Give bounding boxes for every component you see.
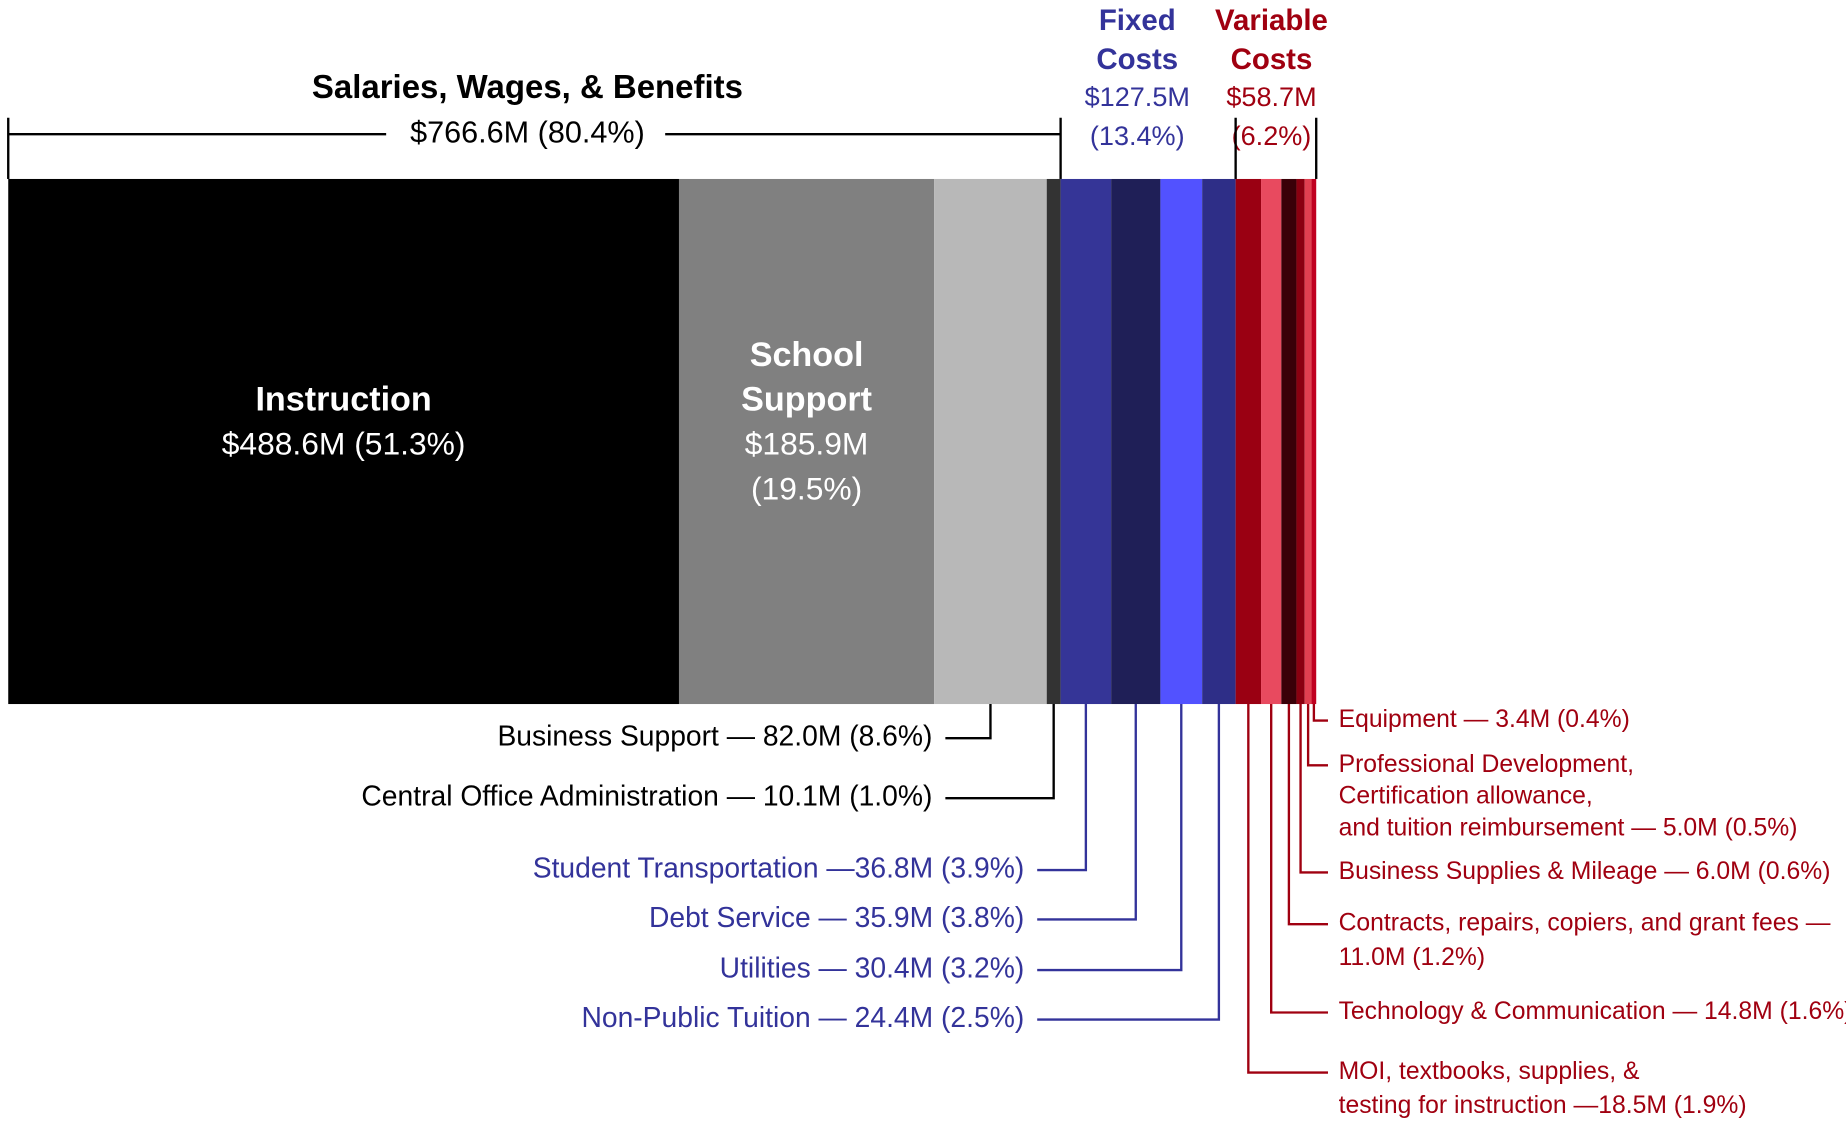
group-label: $766.6M (80.4%) xyxy=(410,115,645,149)
callout-line xyxy=(945,704,992,740)
group-title: Costs xyxy=(1231,43,1313,76)
group-title: Salaries, Wages, & Benefits xyxy=(312,68,743,105)
callout-line xyxy=(1312,704,1328,722)
bar-segment xyxy=(1281,178,1297,705)
bar-segment xyxy=(1261,178,1282,705)
segment-name: School xyxy=(750,336,864,374)
group-label: $58.7M xyxy=(1226,81,1316,112)
bar-segment xyxy=(8,178,679,705)
segment-name: Support xyxy=(741,380,872,418)
callout-label: and tuition reimbursement — 5.0M (0.5%) xyxy=(1339,814,1798,841)
callout-line xyxy=(1037,704,1221,1021)
callout-label: Equipment — 3.4M (0.4%) xyxy=(1339,706,1630,733)
segment-label: $185.9M xyxy=(745,426,869,462)
bar-segment xyxy=(1111,178,1161,705)
callout-label: Non-Public Tuition — 24.4M (2.5%) xyxy=(581,1001,1024,1033)
bar-segment xyxy=(1060,178,1112,705)
bar-segment xyxy=(1160,178,1203,705)
segment-label: $488.6M (51.3%) xyxy=(222,426,466,462)
segment-label: (19.5%) xyxy=(751,470,862,506)
callout-line xyxy=(1287,704,1328,926)
callout-line xyxy=(1247,704,1328,1074)
callout-line xyxy=(1037,704,1183,972)
group-label: (6.2%) xyxy=(1232,120,1312,151)
bar-segment xyxy=(1296,178,1305,705)
callout-label: Professional Development, xyxy=(1339,751,1634,778)
callout-label: Student Transportation —36.8M (3.9%) xyxy=(533,852,1025,884)
group-title: Costs xyxy=(1096,43,1178,76)
segment-name: Instruction xyxy=(255,380,431,418)
bar-segment xyxy=(1046,178,1061,705)
callout-label: Certification allowance, xyxy=(1339,783,1593,810)
callout-line xyxy=(1306,704,1328,767)
callout-label: MOI, textbooks, supplies, & xyxy=(1339,1058,1640,1085)
bar-segment xyxy=(1235,178,1262,705)
bar-segment xyxy=(1311,178,1317,705)
bar-segment xyxy=(934,178,1047,705)
callout-line xyxy=(1299,704,1328,874)
callout-line xyxy=(1270,704,1328,1014)
callout-label: Contracts, repairs, copiers, and grant f… xyxy=(1339,910,1831,937)
bar-segment xyxy=(1202,178,1236,705)
callout-label: Utilities — 30.4M (3.2%) xyxy=(720,952,1025,984)
group-title: Variable xyxy=(1215,4,1328,37)
group-label: $127.5M xyxy=(1085,81,1190,112)
callout-line xyxy=(945,704,1055,800)
callout-line xyxy=(1037,704,1088,872)
group-label: (13.4%) xyxy=(1090,120,1185,151)
callout-label: Central Office Administration — 10.1M (1… xyxy=(361,780,932,812)
bar-segment xyxy=(678,178,935,705)
callout-line xyxy=(1037,704,1137,921)
callout-label: Business Support — 82.0M (8.6%) xyxy=(497,720,932,752)
group-title: Fixed xyxy=(1099,4,1176,37)
callout-label: Debt Service — 35.9M (3.8%) xyxy=(649,901,1024,933)
callout-label: Technology & Communication — 14.8M (1.6%… xyxy=(1339,998,1846,1025)
callout-label: 11.0M (1.2%) xyxy=(1339,944,1486,971)
callout-label: testing for instruction —18.5M (1.9%) xyxy=(1339,1092,1747,1119)
callout-label: Business Supplies & Mileage — 6.0M (0.6%… xyxy=(1339,858,1831,885)
bar-segment xyxy=(1304,178,1312,705)
